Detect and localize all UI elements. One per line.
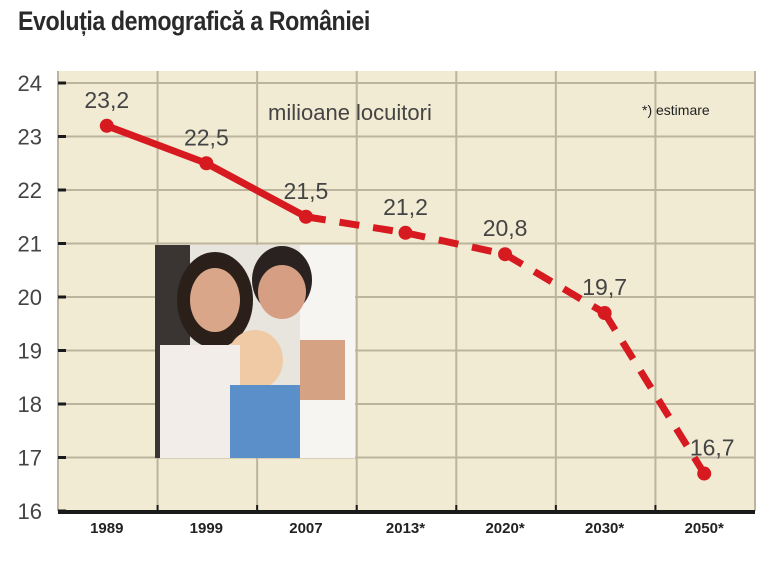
- y-tick-label: 16: [18, 499, 42, 524]
- data-point: [597, 306, 612, 321]
- data-label: 20,8: [483, 215, 528, 241]
- series-segment: [105, 122, 208, 167]
- data-point: [498, 247, 513, 262]
- x-tick-label: 2050*: [685, 520, 724, 537]
- y-tick-label: 18: [18, 392, 42, 417]
- estimate-note: *) estimare: [642, 102, 710, 118]
- data-label: 22,5: [184, 124, 229, 150]
- chart-title: Evoluția demografică a României: [18, 6, 370, 36]
- data-label: 21,2: [383, 194, 428, 220]
- series-segment: [305, 213, 407, 237]
- y-tick-label: 20: [18, 285, 42, 310]
- data-point: [298, 209, 313, 224]
- series-segment: [404, 229, 506, 258]
- x-tick-label: 1999: [190, 520, 223, 537]
- x-tick-label: 2013*: [386, 520, 425, 537]
- x-tick-label: 2020*: [485, 520, 524, 537]
- data-label: 23,2: [84, 87, 129, 113]
- data-label: 21,5: [284, 178, 329, 204]
- unit-label: milioane locuitori: [268, 100, 432, 125]
- y-tick-label: 22: [18, 178, 42, 203]
- family-photo: [155, 245, 355, 458]
- data-point: [99, 118, 114, 133]
- x-tick-label: 1989: [90, 520, 123, 537]
- data-label: 19,7: [582, 274, 627, 300]
- data-point: [697, 466, 712, 481]
- data-point: [199, 156, 214, 171]
- data-label: 16,7: [690, 435, 735, 461]
- x-tick-label: 2030*: [585, 520, 624, 537]
- y-tick-label: 24: [18, 71, 42, 96]
- y-tick-label: 19: [18, 339, 42, 364]
- series-segment: [204, 160, 308, 220]
- y-tick-label: 23: [18, 125, 42, 150]
- x-tick-label: 2007: [289, 520, 322, 537]
- y-tick-label: 21: [18, 232, 42, 257]
- series-segment: [503, 251, 607, 317]
- data-point: [398, 225, 413, 240]
- y-tick-label: 17: [18, 446, 42, 471]
